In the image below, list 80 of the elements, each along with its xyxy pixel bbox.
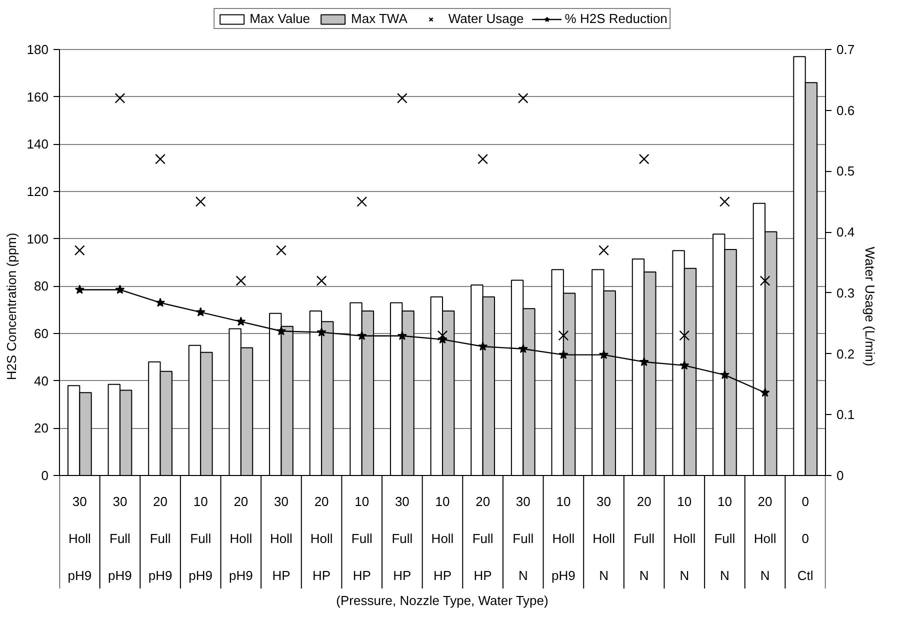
point (760, 276, 770, 286)
point (598, 350, 609, 359)
y-tick-label: 120 (26, 184, 49, 199)
point (558, 330, 569, 341)
y-tick-label: 160 (26, 89, 49, 104)
point (598, 245, 609, 256)
y-tick-label: 100 (26, 231, 49, 246)
point (276, 245, 286, 256)
category-label: 10 Full N (714, 494, 736, 583)
category-label: 30 Holl pH9 (68, 494, 92, 583)
category-label: 20 Holl pH9 (228, 494, 253, 583)
y-tick-label: 180 (26, 42, 49, 57)
legend-label: % H2S Reduction (564, 11, 668, 26)
y2-tick-label: 0.5 (836, 164, 855, 179)
category-label: 20 Full N (634, 494, 655, 583)
y-tick-label: 0 (41, 468, 49, 483)
y2-tick-label: 0.7 (836, 42, 855, 57)
point (357, 330, 367, 340)
y2-axis-title: Water Usage (L/min) (862, 246, 878, 366)
point (638, 154, 650, 164)
point (518, 92, 528, 104)
y-tick-label: 40 (34, 373, 49, 388)
y2-tick-label: 0.3 (836, 285, 855, 300)
y2-tick-label: 0 (836, 468, 844, 483)
y-tick-label: 60 (34, 326, 49, 341)
point (195, 196, 206, 207)
category-label: 20 Holl HP (310, 494, 333, 583)
point (74, 245, 85, 256)
category-label: 10 Holl pH9 (552, 494, 576, 583)
text: (Pressure, Nozzle Type, Water Type) (336, 593, 548, 608)
category-label: 20 Holl N (754, 494, 776, 583)
y2-tick-label: 0.2 (836, 346, 855, 362)
category-label: 10 Full HP (351, 494, 372, 583)
point (156, 298, 166, 307)
point (720, 196, 730, 207)
point (196, 307, 206, 316)
category-label: 30 Full N (512, 494, 534, 583)
point (760, 388, 770, 397)
y-tick-label: 80 (34, 278, 49, 294)
point (438, 334, 448, 344)
point (356, 196, 368, 207)
point (397, 330, 407, 340)
point (114, 92, 126, 104)
point (720, 370, 730, 380)
category-label: 20 Full HP (472, 494, 494, 583)
point (437, 330, 448, 341)
y-tick-label: 20 (34, 420, 49, 436)
point (478, 154, 488, 164)
category-label: 0 0 Ctl (797, 494, 814, 583)
point (639, 356, 649, 366)
category-label: 30 Full pH9 (108, 494, 132, 583)
point (276, 326, 286, 336)
point (74, 284, 84, 294)
point (518, 344, 528, 354)
category-label: 10 Holl N (673, 494, 696, 583)
point (236, 276, 246, 286)
point (316, 327, 326, 336)
category-label: 30 Full HP (392, 494, 413, 583)
point (478, 342, 488, 351)
legend-label: Water Usage (448, 11, 524, 26)
point (679, 330, 690, 341)
y2-tick-label: 0.1 (836, 407, 855, 422)
y2-tick-label: 0.4 (836, 224, 855, 240)
point (236, 316, 246, 326)
point (316, 276, 327, 286)
category-label: 10 Full pH9 (188, 494, 213, 583)
point (155, 154, 166, 164)
point (115, 284, 125, 294)
category-label: 30 Holl HP (270, 494, 292, 583)
y-axis-title: H2S Concentration (ppm) (4, 232, 19, 380)
legend-label: Max Value (250, 11, 310, 26)
category-label: 20 Full pH9 (148, 494, 172, 583)
category-label: 30 Holl N (592, 494, 615, 583)
legend-label: Max TWA (351, 11, 408, 26)
y-tick-label: 140 (26, 136, 49, 152)
point (396, 92, 408, 104)
category-label: 10 Holl HP (431, 494, 454, 583)
y2-tick-label: 0.6 (836, 102, 855, 118)
point (680, 360, 690, 370)
point (558, 350, 568, 359)
